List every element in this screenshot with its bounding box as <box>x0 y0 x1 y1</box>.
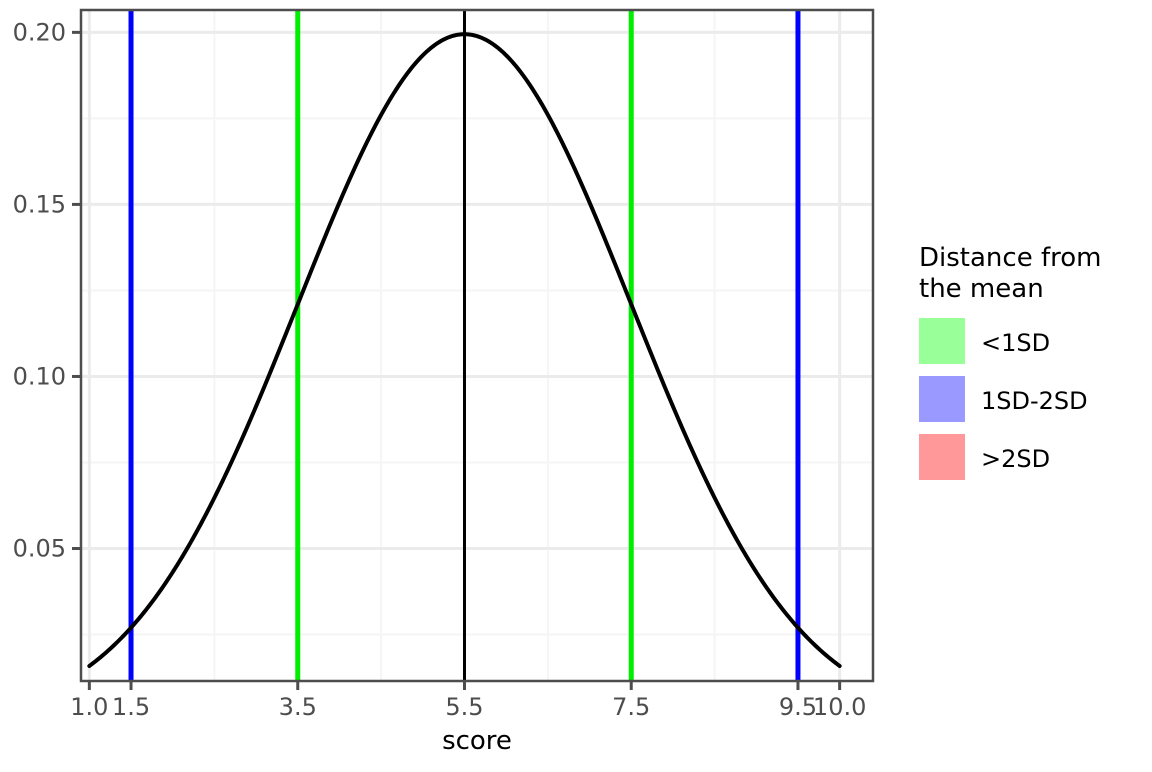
density-curve <box>87 32 842 668</box>
x-tick-label: 3.5 <box>279 693 317 721</box>
legend-swatch-0[interactable] <box>919 318 965 364</box>
x-tick-label: 1.5 <box>112 693 150 721</box>
x-axis-title: score <box>442 726 512 756</box>
legend-swatch-2[interactable] <box>919 434 965 480</box>
legend-label-0: <1SD <box>981 329 1050 357</box>
y-axis: 0.05 0.10 0.15 0.20 <box>13 18 81 563</box>
y-tick-label: 0.05 <box>13 535 66 563</box>
y-tick-label: 0.20 <box>13 18 66 46</box>
legend-title-line2: the mean <box>919 274 1044 304</box>
legend-label-1: 1SD-2SD <box>981 387 1088 415</box>
y-tick-label: 0.10 <box>13 362 66 390</box>
legend-label-2: >2SD <box>981 445 1050 473</box>
legend-items: <1SD 1SD-2SD >2SD <box>919 318 1088 480</box>
x-tick-label: 10.0 <box>813 693 866 721</box>
minor-gridlines <box>81 10 873 681</box>
plot-panel <box>79 8 875 683</box>
legend: Distance from the mean <1SD 1SD-2SD >2SD <box>919 243 1101 480</box>
x-tick-label: 1.0 <box>70 693 108 721</box>
panel-border <box>79 8 875 683</box>
legend-swatch-1[interactable] <box>919 376 965 422</box>
x-tick-label: 7.5 <box>612 693 650 721</box>
panel-background <box>81 10 873 681</box>
reference-vlines <box>128 10 801 681</box>
x-tick-label: 5.5 <box>445 693 483 721</box>
x-tick-label: 9.5 <box>779 693 817 721</box>
legend-title-line1: Distance from <box>919 243 1101 273</box>
x-axis: 1.0 1.5 3.5 5.5 7.5 9.510.0 <box>70 681 866 721</box>
y-tick-label: 0.15 <box>13 190 66 218</box>
